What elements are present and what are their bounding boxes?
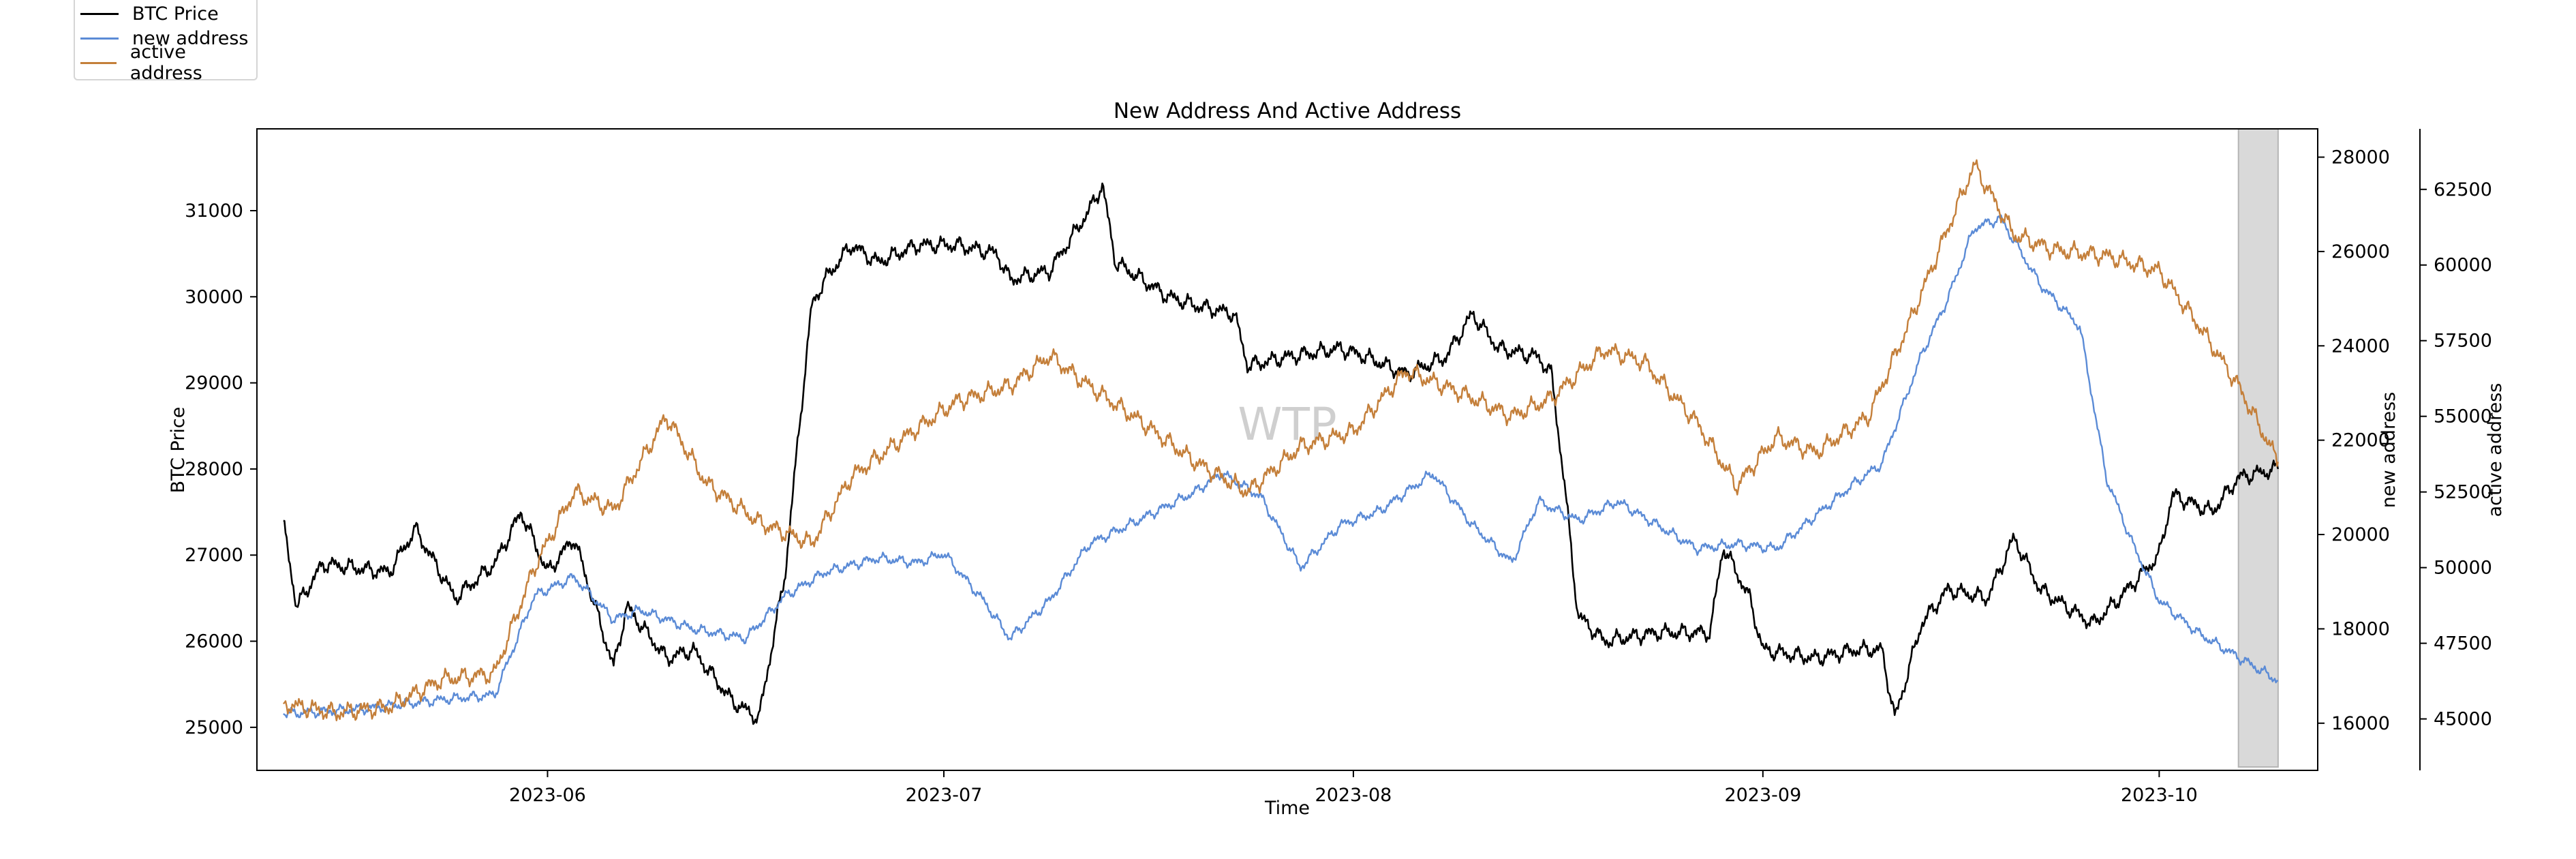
chart-title: New Address And Active Address bbox=[1114, 99, 1461, 123]
new-address-tick-label: 16000 bbox=[2331, 713, 2390, 734]
legend-swatch-new-address bbox=[80, 37, 119, 40]
series-group bbox=[282, 159, 2280, 725]
active-address-axis: 45000 47500 50000 52500 55000 57500 60000 62500 bbox=[2420, 179, 2492, 730]
btc-price-tick-label: 29000 bbox=[185, 373, 243, 394]
chart-legend: BTC Price new address active address bbox=[74, 0, 258, 84]
x-tick-label: 2023-09 bbox=[1724, 785, 1801, 806]
active-address-tick-label: 47500 bbox=[2434, 633, 2492, 654]
legend-entry-active-address: active address bbox=[80, 42, 256, 84]
new-address-tick-label: 28000 bbox=[2331, 147, 2390, 168]
x-tick-label: 2023-08 bbox=[1315, 785, 1392, 806]
btc-price-axis: 25000 26000 27000 28000 29000 30000 31000 bbox=[185, 200, 257, 738]
active-address-tick-label: 60000 bbox=[2434, 255, 2492, 276]
highlight-band-group bbox=[2237, 128, 2279, 768]
active-address-tick-label: 62500 bbox=[2434, 179, 2492, 200]
legend-label-btc-price: BTC Price bbox=[132, 3, 219, 25]
legend-label-active-address: active address bbox=[129, 42, 202, 84]
btc-price-tick-label: 30000 bbox=[185, 286, 243, 307]
x-axis: 2023-06 2023-07 2023-08 2023-09 2023-10 bbox=[509, 770, 2198, 806]
x-axis-label: Time bbox=[1264, 798, 1310, 819]
active-address-axis-label: active address bbox=[2485, 383, 2506, 517]
watermark: WTP bbox=[1238, 398, 1336, 451]
new-address-tick-label: 26000 bbox=[2331, 241, 2390, 262]
active-address-tick-label: 57500 bbox=[2434, 331, 2492, 352]
new-address-tick-label: 22000 bbox=[2331, 430, 2390, 451]
btc-price-tick-label: 31000 bbox=[185, 200, 243, 222]
new-address-axis: 16000 18000 20000 22000 24000 26000 28000 bbox=[2318, 147, 2390, 734]
series-line-new-address bbox=[283, 214, 2278, 719]
series-line-btc-price bbox=[283, 182, 2280, 725]
legend-label-new-address: new address bbox=[132, 27, 249, 49]
active-address-tick-label: 50000 bbox=[2434, 558, 2492, 579]
highlight-band bbox=[2237, 128, 2279, 768]
btc-price-tick-label: 27000 bbox=[185, 545, 243, 566]
active-address-tick-label: 52500 bbox=[2434, 482, 2492, 503]
x-tick-label: 2023-06 bbox=[509, 785, 586, 806]
x-tick-label: 2023-10 bbox=[2121, 785, 2198, 806]
new-address-tick-label: 20000 bbox=[2331, 524, 2390, 545]
x-tick-label: 2023-07 bbox=[906, 785, 983, 806]
legend-swatch-active-address bbox=[80, 61, 117, 64]
new-address-axis-label: new address bbox=[2378, 392, 2399, 508]
btc-price-tick-label: 26000 bbox=[185, 631, 243, 652]
new-address-tick-label: 18000 bbox=[2331, 618, 2390, 639]
active-address-tick-label: 45000 bbox=[2434, 709, 2492, 730]
legend-swatch-btc-price bbox=[80, 12, 119, 15]
btc-price-tick-label: 28000 bbox=[185, 459, 243, 480]
series-line-active-address bbox=[282, 159, 2279, 721]
active-address-tick-label: 55000 bbox=[2434, 406, 2492, 427]
legend-entry-new-address: new address bbox=[80, 26, 248, 50]
new-address-tick-label: 24000 bbox=[2331, 335, 2390, 357]
btc-price-axis-label: BTC Price bbox=[168, 407, 189, 494]
btc-price-tick-label: 25000 bbox=[185, 717, 243, 738]
legend-entry-btc-price: BTC Price bbox=[80, 1, 219, 26]
plot-frame bbox=[256, 128, 2318, 771]
